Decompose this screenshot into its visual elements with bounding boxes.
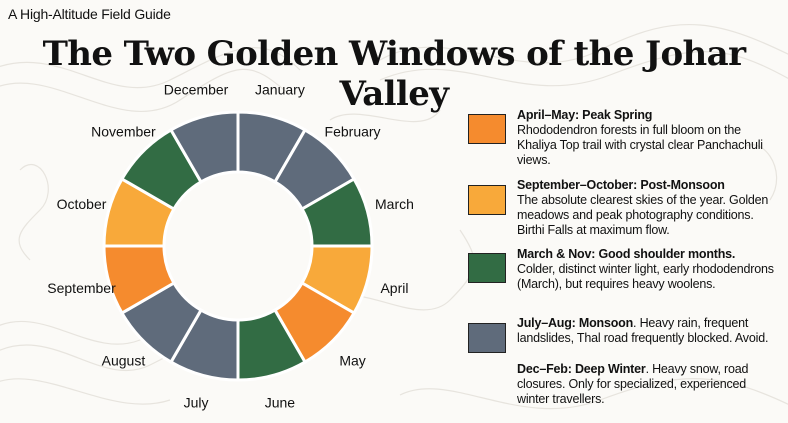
legend-description: Colder, distinct winter light, early rho… [517, 262, 774, 291]
legend-text-shoulder: March & Nov: Good shoulder months. Colde… [517, 247, 779, 292]
legend-description: Rhododendron forests in full bloom on th… [517, 123, 763, 167]
legend-text-monsoon: July–Aug: Monsoon. Heavy rain, frequent … [517, 316, 779, 346]
legend-heading: April–May: Peak Spring [517, 108, 653, 122]
legend-description: The absolute clearest skies of the year.… [517, 193, 769, 237]
legend-heading: September–October: Post-Monsoon [517, 178, 725, 192]
month-label-june: June [265, 394, 296, 410]
legend-swatch-shoulder [468, 253, 506, 283]
legend-heading: July–Aug: Monsoon [517, 316, 634, 330]
kicker-text: A High-Altitude Field Guide [8, 6, 171, 22]
legend-heading: Dec–Feb: Deep Winter [517, 362, 646, 376]
month-label-october: October [57, 196, 107, 212]
legend-swatch-post-monsoon [468, 185, 506, 215]
month-label-february: February [325, 123, 381, 139]
legend-description: . Heavy rain, frequent landslides, Thal … [517, 316, 769, 345]
month-label-september: September [47, 280, 116, 296]
month-label-november: November [91, 123, 156, 139]
legend-text-post-monsoon: September–October: Post-Monsoon The abso… [517, 178, 779, 238]
month-label-january: January [255, 82, 305, 98]
legend-swatch-peak-spring [468, 114, 506, 144]
month-segment-december [168, 110, 240, 184]
month-label-july: July [184, 394, 209, 410]
month-label-may: May [339, 353, 365, 369]
page-title: The Two Golden Windows of the Johar Vall… [42, 34, 746, 114]
month-label-april: April [380, 280, 408, 296]
legend-swatch-monsoon [468, 323, 506, 353]
legend-heading: March & Nov: Good shoulder months. [517, 247, 736, 261]
legend-text-deep-winter: Dec–Feb: Deep Winter. Heavy snow, road c… [517, 362, 779, 407]
month-label-december: December [164, 82, 229, 98]
month-label-march: March [375, 196, 414, 212]
month-label-august: August [102, 353, 146, 369]
legend-text-peak-spring: April–May: Peak Spring Rhododendron fore… [517, 108, 779, 168]
legend-description: . Heavy snow, road closures. Only for sp… [517, 362, 749, 406]
